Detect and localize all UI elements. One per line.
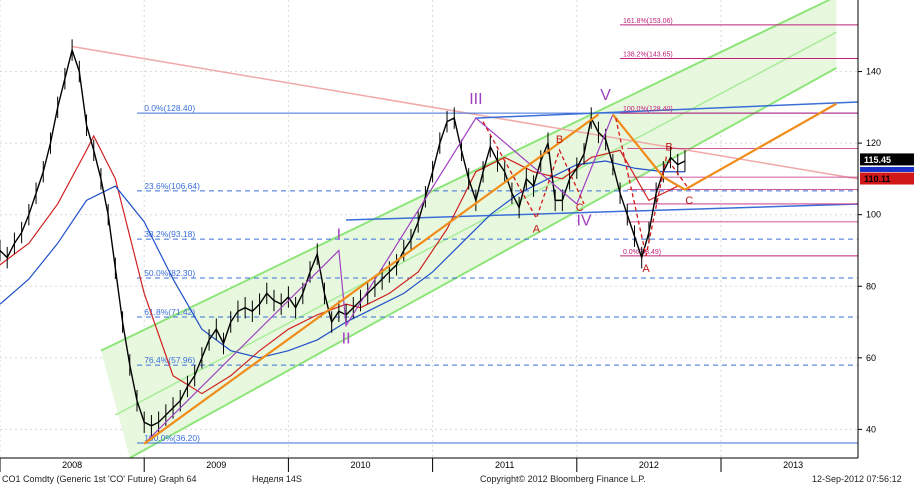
y-tick-label: 100: [866, 210, 881, 220]
fib-right-label: 161.8%(153.06): [623, 18, 673, 25]
x-tick-label: 2011: [495, 460, 514, 470]
moving-average-line: [0, 134, 679, 395]
x-tick-label: 2010: [350, 460, 370, 470]
trend-line-orange: [143, 113, 600, 445]
y-tick-label: 40: [866, 424, 876, 434]
x-tick-label: 2013: [783, 460, 803, 470]
footer-bar: CO1 Comdty (Generic 1st 'CO' Future) Gra…: [0, 473, 915, 487]
footer-ticker: CO1 Comdty (Generic 1st 'CO' Future) Gra…: [2, 474, 197, 484]
x-tick-label: 2012: [639, 460, 659, 470]
abc-wave-red-2: [615, 117, 690, 256]
y-tick-label: 80: [866, 281, 876, 291]
fib-left-label: 23.6%(106.64): [144, 181, 200, 191]
price-tag-blue: [860, 166, 914, 172]
projection-line-orange: [612, 102, 837, 191]
wave-label-iv: IV: [576, 212, 591, 229]
x-tick-label: 2009: [206, 460, 226, 470]
footer-copyright: Copyright© 2012 Bloomberg Finance L.P.: [480, 474, 646, 484]
channel-lower: [129, 67, 837, 459]
wave-label-b1: B: [556, 134, 563, 146]
fib-left-label: 76.4%(57.96): [144, 355, 195, 365]
wave-label-b2: B: [665, 141, 672, 153]
support-line: [346, 203, 859, 221]
wave-label-iii: III: [469, 91, 482, 108]
elliott-wave-lines: [143, 102, 837, 445]
y-tick-label: 120: [866, 138, 881, 148]
wave-label-ii: II: [342, 331, 351, 348]
price-tag-label: 115.45: [864, 155, 891, 165]
x-tick-label: 2008: [62, 460, 82, 470]
y-axis-panel: [858, 0, 915, 473]
price-tag: [860, 172, 914, 185]
resistance-line: [475, 101, 859, 119]
y-tick-label: 140: [866, 67, 881, 77]
abc-wave-red-1: [482, 121, 585, 220]
price-tag: [860, 153, 914, 166]
footer-period: Неделя 14S: [252, 474, 302, 484]
fib-left-label: 61.8%(71.42): [144, 307, 195, 317]
fib-left-label: 100.0%(36.20): [144, 433, 200, 443]
fib-left-label: 0.0%(128.40): [144, 103, 195, 113]
channel-fill: [100, 0, 837, 458]
footer-date: 12-Sep-2012 07:56:12: [812, 474, 902, 484]
wave-label-c1: C: [576, 202, 584, 214]
y-tick-label: 60: [866, 353, 876, 363]
price-series-line: [0, 47, 686, 427]
fib-right-label: 100.0%(128.40): [623, 106, 673, 113]
impulse-wave-line: [143, 114, 614, 445]
wave-label-c2: C: [685, 195, 693, 207]
wave-label-v: V: [600, 87, 611, 104]
fib-left-label: 38.2%(93.18): [144, 229, 195, 239]
fib-right-label: 138.2%(143.65): [623, 52, 673, 59]
wave-label-a1: A: [533, 224, 541, 236]
price-tag-label: 110.11: [864, 174, 891, 184]
axes: 40 60 80 100 120 140 2008 2009 2010 2011 2012 2013 1…: [0, 0, 915, 473]
wave-label-i: I: [337, 227, 341, 244]
wave-label-a2: A: [642, 263, 650, 275]
